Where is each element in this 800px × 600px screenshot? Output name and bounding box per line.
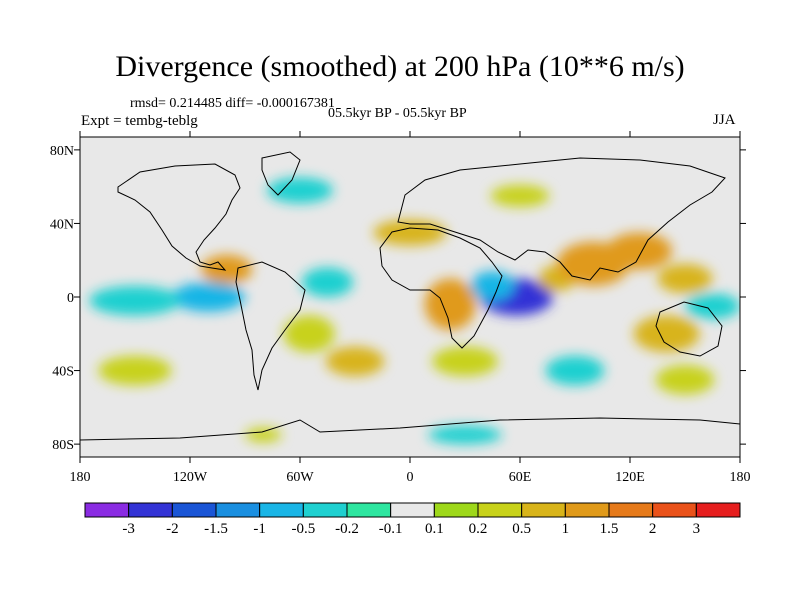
colorbar-label: -0.5 <box>291 521 315 537</box>
divergence-region <box>89 285 181 316</box>
colorbar-swatch <box>390 502 435 518</box>
coastlines <box>80 151 740 441</box>
x-tick-label: 60W <box>286 470 314 485</box>
colorbar-label: 2 <box>649 521 657 537</box>
colorbar-swatch <box>652 502 697 518</box>
y-tick-label: 40S <box>52 365 74 380</box>
coast-eurasia-africa <box>379 227 503 349</box>
colorbar-swatch <box>608 502 654 518</box>
stats-text: rmsd= 0.214485 diff= -0.000167381 <box>130 96 335 111</box>
colorbar-label: -1 <box>253 521 266 537</box>
divergence-region <box>373 219 447 246</box>
coast-antarctica <box>80 417 740 441</box>
divergence-region <box>424 278 477 331</box>
axes: 80N 40N 0 40S 80S 180 120W 60W 0 60E 120E 180 <box>50 131 751 485</box>
y-tick-label: 80N <box>50 144 74 159</box>
divergence-region <box>490 184 550 207</box>
y-tick-label: 80S <box>52 438 74 453</box>
divergence-region <box>685 293 740 320</box>
colorbar-swatch <box>259 502 304 518</box>
divergence-region <box>171 282 245 312</box>
x-tick-label: 60E <box>509 470 532 485</box>
divergence-field <box>89 177 740 445</box>
coast-australia <box>655 301 723 357</box>
divergence-region <box>470 271 515 301</box>
divergence-region <box>606 232 673 270</box>
colorbar-label: 0.5 <box>512 521 531 537</box>
divergence-region <box>283 315 335 353</box>
divergence-region <box>657 263 713 294</box>
colorbar-label: -0.1 <box>379 521 403 537</box>
colorbar-swatch <box>84 502 130 518</box>
x-tick-label: 0 <box>407 470 414 485</box>
colorbar-swatch <box>433 502 479 518</box>
colorbar-swatch <box>564 502 610 518</box>
coast-greenland <box>261 151 301 196</box>
colorbar-swatch <box>215 502 261 518</box>
period-label: 05.5kyr BP - 05.5kyr BP <box>328 106 467 121</box>
colorbar-label: -0.2 <box>335 521 359 537</box>
colorbar-label: 0.2 <box>469 521 488 537</box>
divergence-region <box>98 355 172 386</box>
colorbar-swatch <box>477 502 523 518</box>
divergence-region <box>245 427 282 443</box>
colorbar-swatch <box>521 502 566 518</box>
coast-eurasia-north <box>397 157 726 281</box>
colorbar-label: -1.5 <box>204 521 228 537</box>
x-tick-label: 120W <box>173 470 208 485</box>
experiment-label: Expt = tembg-teblg <box>81 113 198 129</box>
divergence-region <box>428 425 502 445</box>
divergence-region <box>325 346 385 377</box>
colorbar-label: 1.5 <box>600 521 619 537</box>
colorbar-label: 0.1 <box>425 521 444 537</box>
colorbar-swatch <box>302 502 348 518</box>
divergence-region <box>201 254 253 285</box>
colorbar: -3 -2 -1.5 -1 -0.5 -0.2 -0.1 0.1 0.2 0.5 1 1.5 2 3 <box>84 502 741 537</box>
colorbar-swatch <box>346 502 392 518</box>
colorbar-swatch <box>128 502 173 518</box>
colorbar-label: 1 <box>562 521 570 537</box>
divergence-region <box>267 177 333 204</box>
colorbar-swatch <box>171 502 217 518</box>
colorbar-label: 3 <box>693 521 701 537</box>
y-tick-label: 0 <box>67 291 74 306</box>
x-tick-label: 180 <box>70 470 91 485</box>
colorbar-label: -2 <box>166 521 179 537</box>
divergence-region <box>655 365 715 395</box>
plot-title: Divergence (smoothed) at 200 hPa (10**6 … <box>115 50 685 83</box>
coast-north-america <box>117 163 241 271</box>
divergence-region <box>301 267 354 297</box>
colorbar-label: -3 <box>122 521 135 537</box>
y-tick-label: 40N <box>50 217 74 232</box>
divergence-region <box>545 355 605 386</box>
season-label: JJA <box>713 112 736 128</box>
x-tick-label: 180 <box>730 470 751 485</box>
coast-south-america <box>235 261 306 391</box>
divergence-region <box>633 315 700 353</box>
divergence-region <box>432 346 498 377</box>
x-tick-label: 120E <box>615 470 645 485</box>
colorbar-swatch <box>695 502 741 518</box>
